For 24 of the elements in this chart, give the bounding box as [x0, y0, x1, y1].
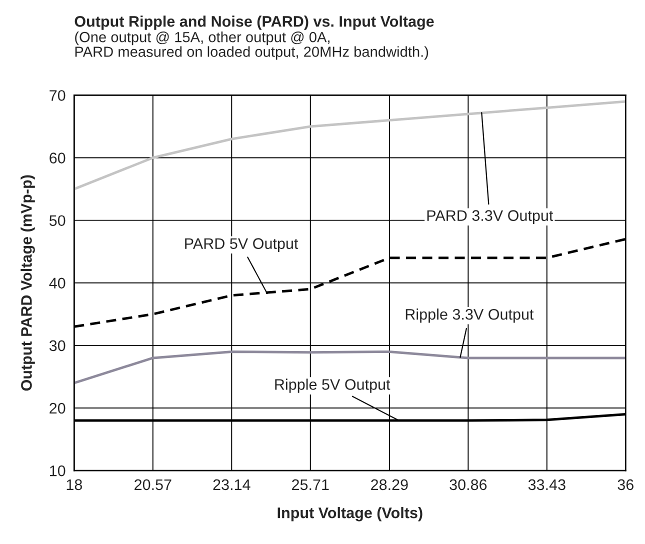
- y-tick-label: 60: [50, 152, 66, 164]
- x-tick-label: 28.29: [371, 479, 408, 490]
- x-tick-label: 36: [618, 479, 634, 490]
- x-tick-label: 25.71: [292, 479, 329, 490]
- x-tick-label: 33.43: [528, 479, 566, 490]
- line-series: [74, 100, 626, 190]
- annotation: PARD 5V Output: [185, 238, 298, 252]
- x-tick-label: 30.86: [450, 479, 487, 490]
- x-tick-label: 18: [66, 479, 82, 490]
- annotation: PARD 3.3V Output: [427, 210, 554, 224]
- chart-subtitle: (One output @ 15A, other output @ 0A, PARD measured on loaded output, 20MHz bandwidth.): [75, 32, 428, 60]
- x-tick-label: 20.57: [134, 479, 172, 490]
- x-tick-label: 23.14: [213, 479, 250, 490]
- y-tick-label: 50: [49, 215, 66, 226]
- y-tick-label: 20: [50, 402, 66, 414]
- y-tick-label: 10: [50, 465, 66, 476]
- chart-title: Output Ripple and Noise (PARD) vs. Input Voltage: [74, 16, 434, 30]
- y-tick-label: 70: [50, 90, 66, 101]
- x-axis-title: Input Voltage (Volts): [278, 507, 422, 522]
- y-tick-label: 30: [49, 340, 66, 352]
- annotation: Ripple 5V Output: [275, 378, 390, 393]
- annotation: Ripple 3.3V Output: [406, 308, 534, 323]
- y-tick-label: 40: [49, 278, 66, 289]
- y-axis-title: Output PARD Voltage (mVp-p): [20, 175, 35, 391]
